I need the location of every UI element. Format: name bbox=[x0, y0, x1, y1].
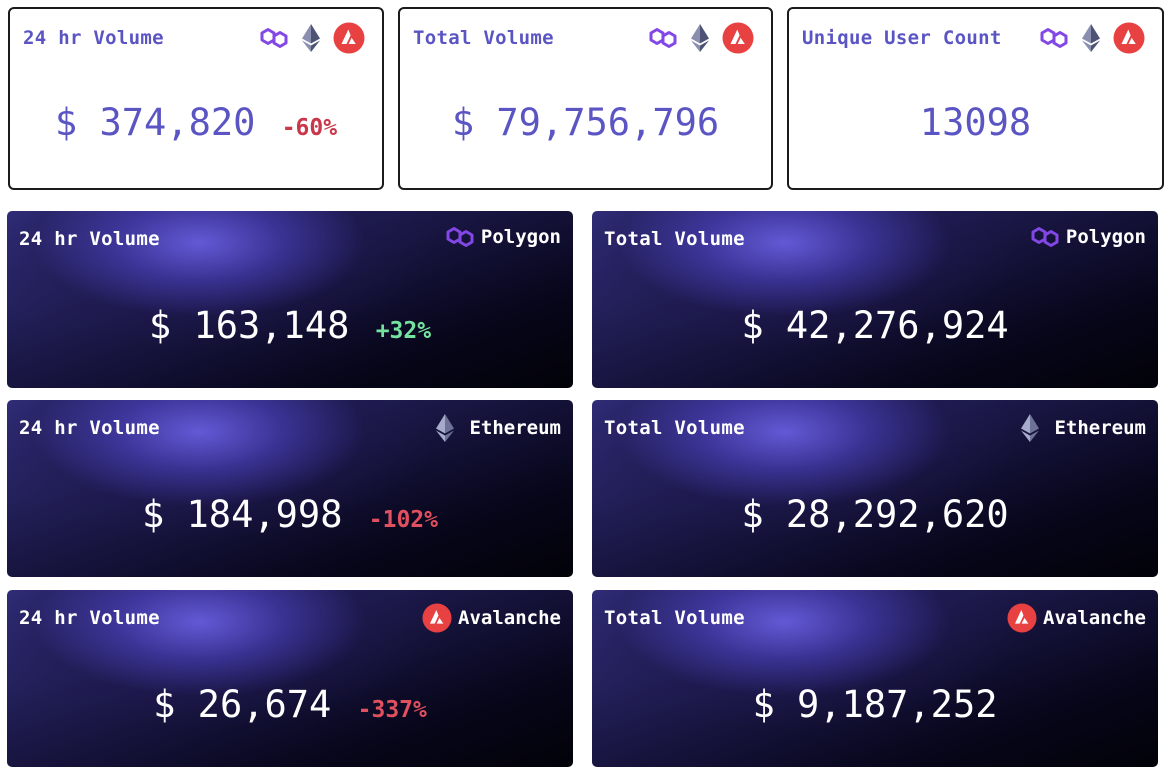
volume-amount: $ 79,756,796 bbox=[451, 101, 720, 144]
summary-card-unique-users: Unique User Count 13098 bbox=[787, 7, 1164, 190]
ethereum-24hr-volume-card: 24 hr Volume Ethereum $ 184,998 -102% bbox=[7, 400, 573, 577]
volume-amount: $ 28,292,620 bbox=[741, 493, 1009, 536]
chain-label: Polygon bbox=[1030, 224, 1146, 250]
ethereum-icon bbox=[435, 413, 455, 443]
card-title: Total Volume bbox=[413, 27, 554, 49]
card-title: 24 hr Volume bbox=[23, 27, 164, 49]
avalanche-icon bbox=[422, 603, 452, 633]
avalanche-24hr-volume-card: 24 hr Volume Avalanche $ 26,674 -337% bbox=[7, 590, 573, 767]
card-title: Total Volume bbox=[604, 228, 745, 250]
polygon-icon bbox=[1030, 224, 1060, 250]
card-value: $ 163,148 +32% bbox=[7, 304, 573, 347]
volume-amount: $ 374,820 bbox=[54, 101, 256, 144]
summary-card-24hr-volume: 24 hr Volume $ 374,820 -60% bbox=[8, 7, 384, 190]
card-title: Total Volume bbox=[604, 607, 745, 629]
chain-label: Ethereum bbox=[435, 413, 561, 443]
card-value: $ 374,820 -60% bbox=[10, 101, 382, 144]
ethereum-icon bbox=[690, 23, 710, 53]
chain-name: Polygon bbox=[480, 226, 561, 248]
chain-name: Polygon bbox=[1065, 226, 1146, 248]
card-title: Total Volume bbox=[604, 417, 745, 439]
change-percent: -337% bbox=[357, 697, 427, 723]
polygon-icon bbox=[259, 25, 289, 51]
chain-label: Ethereum bbox=[1020, 413, 1146, 443]
avalanche-icon bbox=[1113, 22, 1145, 54]
summary-card-total-volume: Total Volume $ 79,756,796 bbox=[398, 7, 773, 190]
chain-icons bbox=[1039, 22, 1145, 54]
change-percent: +32% bbox=[375, 318, 432, 344]
polygon-icon bbox=[648, 25, 678, 51]
chain-name: Avalanche bbox=[458, 607, 561, 629]
chain-label: Avalanche bbox=[1007, 603, 1146, 633]
polygon-24hr-volume-card: 24 hr Volume Polygon $ 163,148 +32% bbox=[7, 211, 573, 388]
avalanche-total-volume-card: Total Volume Avalanche $ 9,187,252 bbox=[592, 590, 1158, 767]
chain-name: Avalanche bbox=[1043, 607, 1146, 629]
polygon-total-volume-card: Total Volume Polygon $ 42,276,924 bbox=[592, 211, 1158, 388]
card-title: 24 hr Volume bbox=[19, 607, 160, 629]
chain-icons bbox=[259, 22, 365, 54]
volume-amount: $ 42,276,924 bbox=[741, 304, 1009, 347]
avalanche-icon bbox=[722, 22, 754, 54]
change-percent: -60% bbox=[281, 115, 338, 141]
card-title: 24 hr Volume bbox=[19, 417, 160, 439]
polygon-icon bbox=[445, 224, 475, 250]
chain-name: Ethereum bbox=[469, 417, 561, 439]
user-count: 13098 bbox=[919, 101, 1032, 144]
chain-name: Ethereum bbox=[1054, 417, 1146, 439]
chain-label: Polygon bbox=[445, 224, 561, 250]
ethereum-icon bbox=[301, 23, 321, 53]
card-value: $ 26,674 -337% bbox=[7, 683, 573, 726]
ethereum-icon bbox=[1081, 23, 1101, 53]
card-value: $ 184,998 -102% bbox=[7, 493, 573, 536]
avalanche-icon bbox=[1007, 603, 1037, 633]
card-title: 24 hr Volume bbox=[19, 228, 160, 250]
volume-amount: $ 9,187,252 bbox=[752, 683, 998, 726]
card-value: $ 79,756,796 bbox=[400, 101, 771, 144]
volume-amount: $ 184,998 bbox=[141, 493, 343, 536]
ethereum-icon bbox=[1020, 413, 1040, 443]
avalanche-icon bbox=[333, 22, 365, 54]
change-percent: -102% bbox=[368, 507, 438, 533]
volume-amount: $ 26,674 bbox=[153, 683, 332, 726]
chain-label: Avalanche bbox=[422, 603, 561, 633]
card-title: Unique User Count bbox=[802, 27, 1002, 49]
volume-amount: $ 163,148 bbox=[148, 304, 350, 347]
polygon-icon bbox=[1039, 25, 1069, 51]
ethereum-total-volume-card: Total Volume Ethereum $ 28,292,620 bbox=[592, 400, 1158, 577]
chain-icons bbox=[648, 22, 754, 54]
